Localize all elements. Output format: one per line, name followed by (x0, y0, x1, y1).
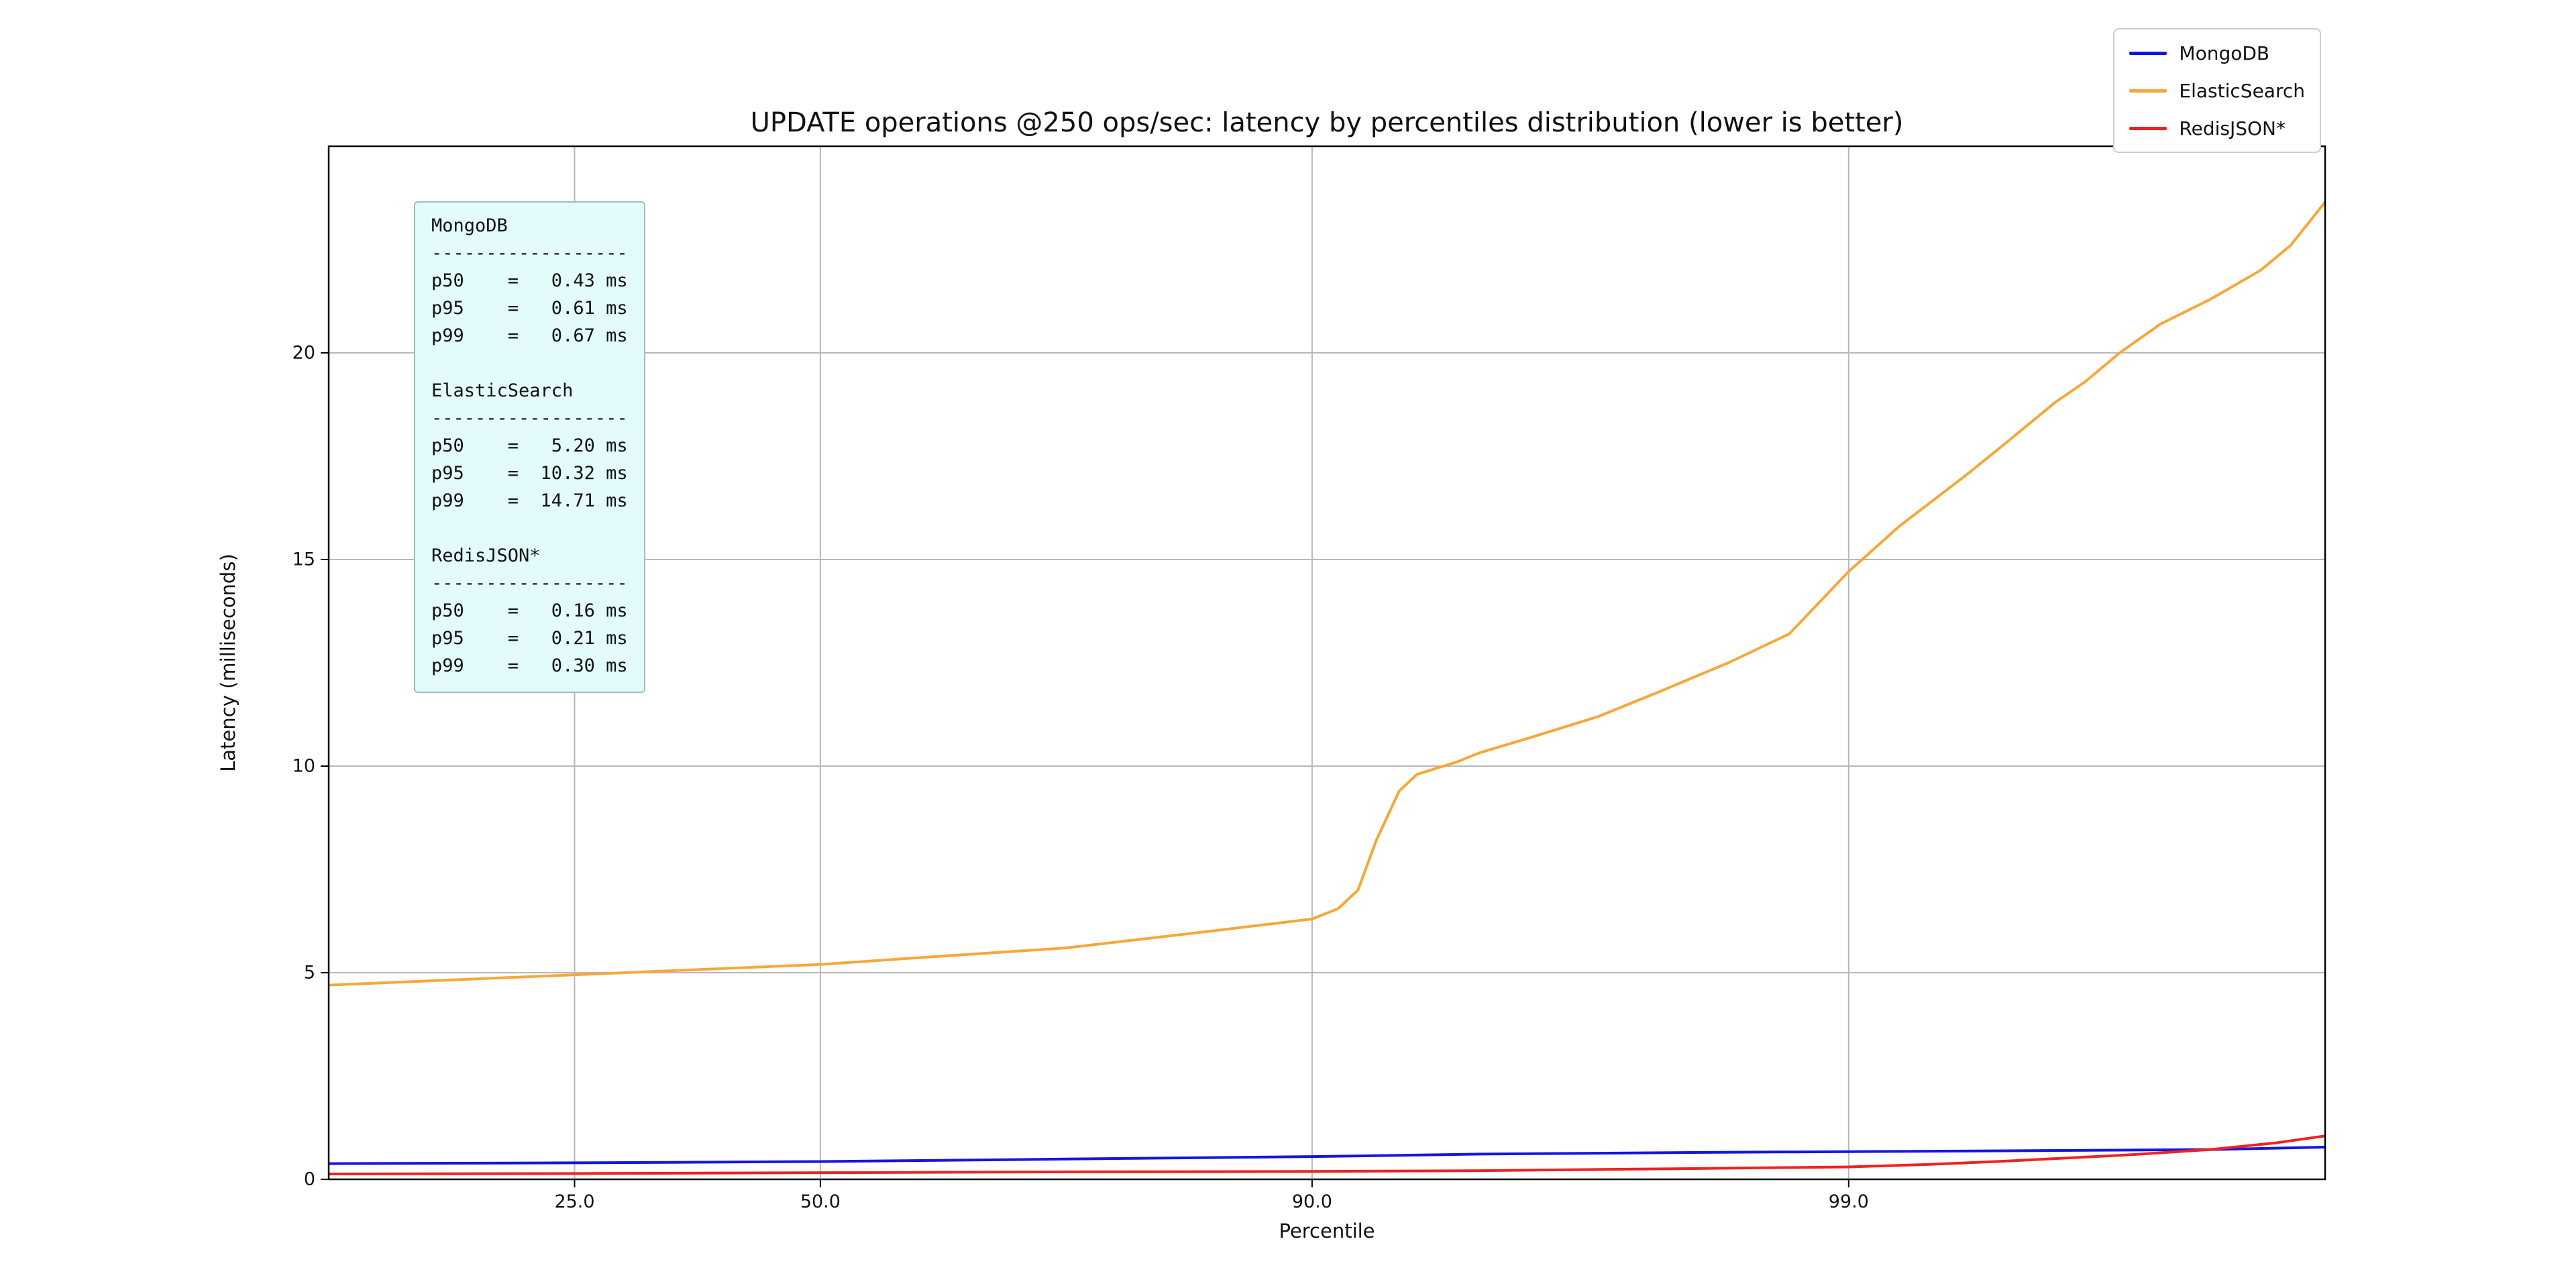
stats-section: MongoDB ------------------ p50 = 0.43 ms… (431, 215, 628, 346)
stats-section: RedisJSON* ------------------ p50 = 0.16… (431, 545, 628, 676)
x-tick-label: 90.0 (1291, 1191, 1332, 1212)
legend-label: RedisJSON* (2179, 117, 2286, 140)
legend-item: MongoDB (2129, 38, 2305, 68)
y-tick-label: 5 (303, 962, 315, 983)
y-tick-label: 0 (303, 1169, 315, 1190)
series-line-elasticsearch (328, 201, 2326, 987)
y-tick-label: 15 (292, 549, 315, 570)
legend-item: ElasticSearch (2129, 75, 2305, 106)
stats-section: ElasticSearch ------------------ p50 = 5… (431, 380, 628, 511)
legend-label: ElasticSearch (2179, 79, 2305, 102)
legend: MongoDB ElasticSearch RedisJSON* (2113, 28, 2321, 153)
stats-section-gap (431, 350, 628, 377)
x-axis-label: Percentile (1279, 1220, 1375, 1242)
legend-line-swatch (2129, 89, 2167, 93)
chart-title: UPDATE operations @250 ops/sec: latency … (750, 107, 1904, 138)
y-axis-label: Latency (milliseconds) (217, 553, 239, 772)
legend-line-swatch (2129, 51, 2167, 55)
x-tick-label: 50.0 (800, 1191, 841, 1212)
stats-section-gap (431, 515, 628, 542)
x-tick-label: 99.0 (1828, 1191, 1869, 1212)
y-tick-label: 20 (292, 342, 315, 364)
x-tick-label: 25.0 (554, 1191, 595, 1212)
series-line-redisjson- (328, 1134, 2326, 1175)
legend-label: MongoDB (2179, 42, 2270, 64)
stats-annotation-box: MongoDB ------------------ p50 = 0.43 ms… (414, 201, 645, 693)
series-line-mongodb (328, 1146, 2326, 1165)
legend-line-swatch (2129, 126, 2167, 130)
y-tick-label: 10 (292, 755, 315, 777)
axes-frame (327, 145, 2326, 1181)
legend-item: RedisJSON* (2129, 113, 2305, 144)
